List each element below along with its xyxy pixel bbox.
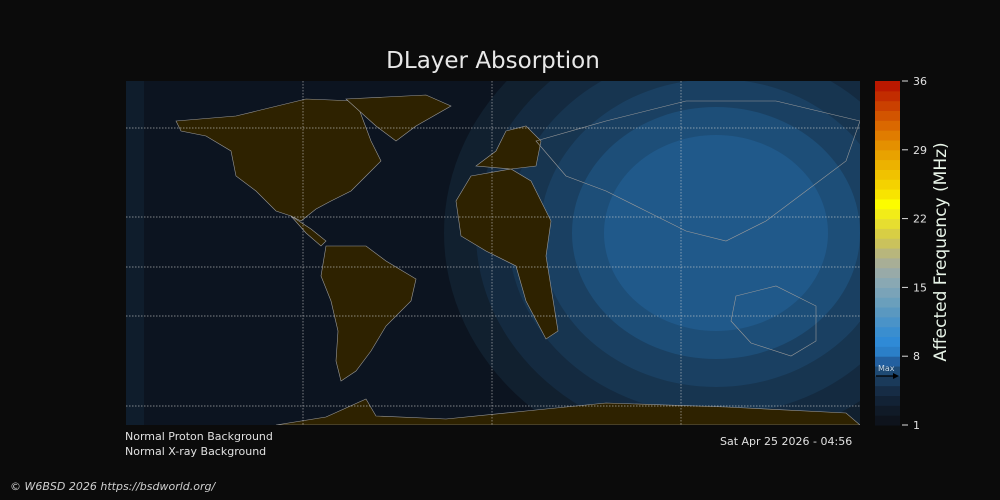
colorbar-band — [875, 110, 900, 121]
colorbar-band — [875, 366, 900, 377]
colorbar-band — [875, 346, 900, 357]
colorbar-band — [875, 90, 900, 102]
australia — [730, 285, 817, 357]
colorbar-tick-label: 22 — [913, 213, 927, 226]
colorbar-label: Affected Frequency (MHz) — [931, 142, 951, 362]
colorbar-band — [875, 120, 900, 131]
colorbar-tick-label: 15 — [913, 281, 927, 294]
colorbar-band — [875, 159, 900, 170]
xray-status: Normal X-ray Background — [125, 445, 267, 458]
colorbar-tick-label: 36 — [913, 75, 927, 88]
absorption-rings — [444, 81, 860, 425]
colorbar-band — [875, 405, 900, 416]
colorbar-band — [875, 198, 900, 210]
colorbar-band — [875, 326, 900, 338]
colorbar-band — [875, 218, 900, 229]
colorbar-band — [875, 385, 900, 397]
max-label: Max — [878, 364, 895, 373]
colorbar-band — [875, 169, 900, 180]
colorbar-band — [875, 336, 900, 347]
colorbar-band — [875, 189, 900, 200]
colorbar-tick-label: 8 — [913, 350, 920, 363]
colorbar-ticks: 36 29 22 15 8 1 — [902, 75, 927, 432]
world-map — [126, 81, 860, 425]
colorbar-band — [875, 139, 900, 151]
colorbar: 36 29 22 15 8 1 Max — [875, 75, 927, 432]
proton-status: Normal Proton Background — [125, 430, 273, 443]
colorbar-bands — [875, 81, 900, 426]
colorbar-band — [875, 277, 900, 288]
asia — [535, 100, 860, 242]
colorbar-tick-label: 29 — [913, 144, 927, 157]
colorbar-band — [875, 179, 900, 190]
antarctica — [275, 398, 860, 425]
timestamp: Sat Apr 25 2026 - 04:56 — [720, 435, 853, 448]
max-arrow-icon — [876, 373, 899, 379]
colorbar-band — [875, 130, 900, 141]
colorbar-band — [875, 395, 900, 406]
colorbar-band — [875, 81, 900, 92]
south-america — [320, 245, 417, 382]
colorbar-band — [875, 356, 900, 367]
copyright-link[interactable]: © W6BSD 2026 https://bsdworld.org/ — [10, 480, 216, 493]
colorbar-band — [875, 307, 900, 318]
colorbar-band — [875, 208, 900, 220]
colorbar-band — [875, 267, 900, 279]
grid-lines — [126, 81, 860, 425]
absorption-ring — [604, 135, 828, 331]
colorbar-band — [875, 287, 900, 298]
chart-title: DLayer Absorption — [386, 48, 600, 74]
terminator-shade — [126, 81, 144, 425]
greenland — [345, 94, 452, 142]
landmasses — [175, 94, 860, 425]
colorbar-band — [875, 228, 900, 239]
colorbar-band — [875, 248, 900, 259]
colorbar-tick-label: 1 — [913, 419, 920, 432]
colorbar-band — [875, 375, 900, 387]
colorbar-band — [875, 257, 900, 269]
colorbar-band — [875, 297, 900, 308]
colorbar-band — [875, 238, 900, 249]
colorbar-band — [875, 415, 900, 426]
europe — [475, 125, 542, 170]
africa — [455, 168, 559, 340]
central-america — [290, 215, 327, 247]
colorbar-band — [875, 149, 900, 161]
colorbar-band — [875, 316, 900, 328]
colorbar-band — [875, 100, 900, 111]
